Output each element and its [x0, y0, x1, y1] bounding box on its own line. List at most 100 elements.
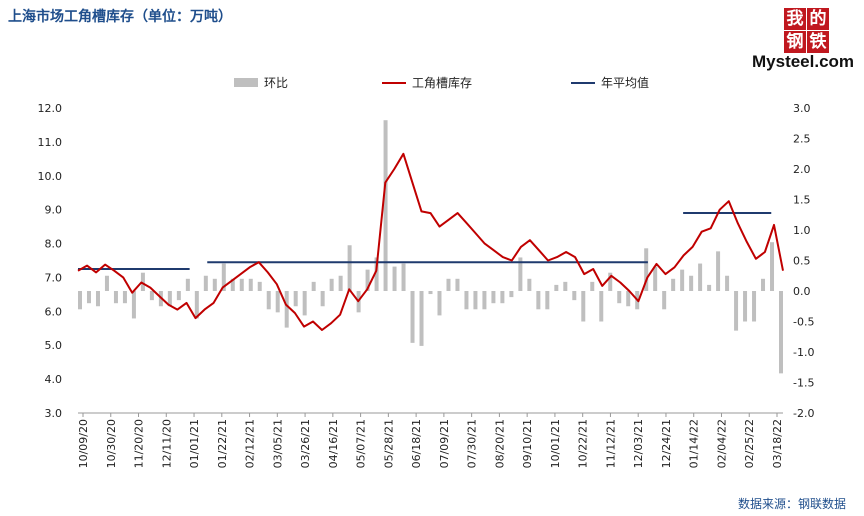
change-bar	[374, 257, 379, 291]
x-tick-label: 03/18/22	[771, 419, 784, 468]
change-bar	[662, 291, 667, 310]
change-bar	[149, 291, 154, 301]
change-bar	[302, 291, 307, 316]
change-bar	[617, 291, 622, 304]
x-tick-label: 12/24/21	[660, 419, 673, 468]
y-left-tick-label: 10.0	[38, 170, 63, 183]
change-bar	[527, 278, 532, 291]
change-bar	[194, 291, 199, 319]
legend-label-inventory: 工角槽库存	[412, 75, 472, 90]
y-right-tick-label: 3.0	[793, 102, 811, 115]
change-bar	[311, 281, 316, 291]
change-bar	[680, 269, 685, 291]
change-bar	[239, 278, 244, 291]
change-bar	[122, 291, 127, 304]
change-bar	[572, 291, 577, 301]
change-bar	[446, 278, 451, 291]
change-bar	[176, 291, 181, 301]
change-bar	[608, 272, 613, 291]
mysteel-logo: 我 的 钢 铁 Mysteel.com	[744, 6, 855, 72]
change-bar	[167, 291, 172, 307]
change-bar	[689, 275, 694, 291]
change-bar	[590, 281, 595, 291]
change-bar	[653, 266, 658, 291]
change-bar	[455, 278, 460, 291]
y-right-tick-label: 1.5	[793, 194, 811, 207]
change-bar	[554, 284, 559, 291]
change-bar	[221, 263, 226, 291]
change-bar	[140, 272, 145, 291]
x-tick-label: 05/07/21	[355, 419, 368, 468]
change-bar	[383, 120, 388, 291]
change-bar	[734, 291, 739, 331]
y-left-tick-label: 5.0	[45, 339, 63, 352]
x-tick-label: 10/30/20	[105, 419, 118, 468]
change-bar	[437, 291, 442, 316]
change-bar	[698, 263, 703, 291]
change-bar	[329, 278, 334, 291]
x-tick-label: 04/16/21	[327, 419, 340, 468]
change-bar	[131, 291, 136, 319]
change-bar	[761, 278, 766, 291]
change-bar	[743, 291, 748, 322]
change-bar	[392, 266, 397, 291]
x-tick-label: 08/20/21	[493, 419, 506, 468]
y-left-tick-label: 9.0	[45, 204, 63, 217]
y-right-tick-label: 1.0	[793, 224, 811, 237]
change-bar	[185, 278, 190, 291]
legend-label-change: 环比	[264, 76, 288, 90]
x-tick-label: 12/03/21	[632, 419, 645, 468]
chart-title: 上海市场工角槽库存（单位：万吨）	[8, 9, 232, 25]
y-right-tick-label: -2.0	[793, 407, 814, 420]
y-right-tick-label: 0.0	[793, 285, 811, 298]
y-left-tick-label: 8.0	[45, 238, 63, 251]
logo-char: 的	[807, 8, 829, 30]
x-tick-label: 01/01/21	[188, 419, 201, 468]
change-bar	[644, 248, 649, 291]
x-tick-label: 11/12/21	[604, 419, 617, 468]
y-right-tick-label: -1.0	[793, 346, 814, 359]
change-bar	[266, 291, 271, 310]
y-left-tick-label: 3.0	[45, 407, 63, 420]
change-bar	[581, 291, 586, 322]
inventory-line	[77, 152, 784, 331]
change-bar	[500, 291, 505, 304]
change-bar	[671, 278, 676, 291]
x-tick-label: 10/09/20	[77, 419, 90, 468]
y-left-tick-label: 6.0	[45, 305, 63, 318]
change-bar	[491, 291, 496, 304]
x-tick-label: 10/22/21	[577, 419, 590, 468]
change-bar	[284, 291, 289, 328]
x-tick-label: 05/28/21	[382, 419, 395, 468]
x-tick-label: 02/12/21	[244, 419, 257, 468]
change-bar	[104, 275, 109, 291]
x-tick-label: 11/20/20	[133, 419, 146, 468]
x-tick-label: 03/26/21	[299, 419, 312, 468]
x-tick-label: 02/04/22	[715, 419, 728, 468]
change-bar	[365, 269, 370, 291]
legend-label-average: 年平均值	[601, 75, 649, 90]
change-bar	[257, 281, 262, 291]
x-tick-label: 03/05/21	[271, 419, 284, 468]
y-left-tick-label: 12.0	[38, 102, 63, 115]
change-bar	[275, 291, 280, 313]
y-right-tick-label: -1.5	[793, 377, 814, 390]
change-bar	[419, 291, 424, 346]
change-bar	[428, 291, 433, 295]
x-tick-label: 06/18/21	[410, 419, 423, 468]
change-bar	[320, 291, 325, 307]
x-tick-label: 01/22/21	[216, 419, 229, 468]
change-bar	[338, 275, 343, 291]
logo-wordmark: Mysteel.com	[752, 52, 855, 71]
y-right-tick-label: 2.0	[793, 163, 811, 176]
change-bar	[113, 291, 118, 304]
change-bar	[410, 291, 415, 343]
change-bar	[347, 245, 352, 291]
change-bar	[536, 291, 541, 310]
change-bar	[293, 291, 298, 307]
change-bar	[482, 291, 487, 310]
x-tick-label: 07/30/21	[466, 419, 479, 468]
y-right-tick-label: -0.5	[793, 316, 814, 329]
logo-char: 我	[784, 8, 806, 30]
